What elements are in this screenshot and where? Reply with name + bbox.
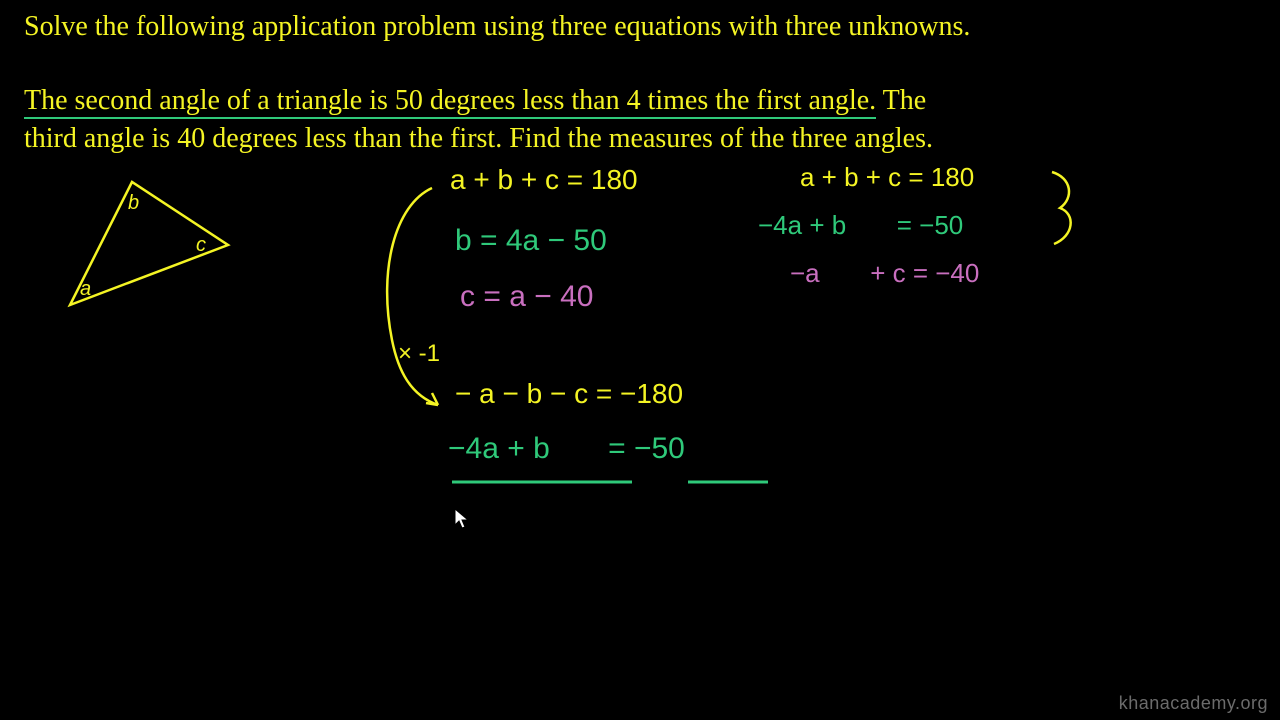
watermark: khanacademy.org bbox=[1119, 693, 1268, 714]
right-brace bbox=[1052, 172, 1071, 244]
right-brace-svg bbox=[0, 0, 1280, 400]
whiteboard-stage: Solve the following application problem … bbox=[0, 0, 1280, 720]
